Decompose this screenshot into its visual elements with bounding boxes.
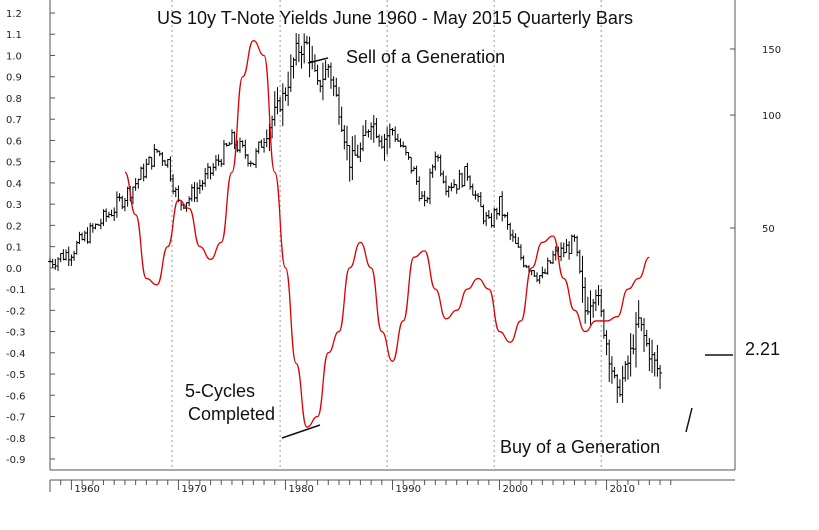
x-axis-ticks: 1960 1970 1980 1990 2000 2010 xyxy=(49,480,672,495)
left-tick-label: 0.6 xyxy=(6,136,22,147)
left-tick-label: 0.3 xyxy=(6,200,22,211)
right-tick-label: 150 xyxy=(762,45,781,56)
left-tick-label: -0.2 xyxy=(6,306,26,317)
left-tick-label: 0.0 xyxy=(6,264,22,275)
left-tick-label: 0.7 xyxy=(6,115,22,126)
x-tick-label: 1990 xyxy=(396,484,421,495)
x-tick-label: 1970 xyxy=(181,484,206,495)
left-tick-label: 0.9 xyxy=(6,73,22,84)
cycle-series xyxy=(124,39,650,428)
left-tick-label: 0.8 xyxy=(6,94,22,105)
left-tick-label: -0.9 xyxy=(6,455,26,466)
left-tick-label: 0.5 xyxy=(6,158,22,169)
left-tick-label: 0.2 xyxy=(6,221,22,232)
chart-title: US 10y T-Note Yields June 1960 - May 201… xyxy=(157,8,633,28)
left-tick-label: 0.4 xyxy=(6,179,22,190)
left-tick-label: 1.2 xyxy=(6,9,22,20)
x-tick-label: 1960 xyxy=(74,484,99,495)
x-tick-label: 2010 xyxy=(610,484,635,495)
left-tick-label: -0.6 xyxy=(6,391,26,402)
left-tick-label: -0.5 xyxy=(6,370,26,381)
left-tick-label: -0.7 xyxy=(6,413,26,424)
left-tick-label: -0.3 xyxy=(6,328,26,339)
annotation-cycles-line2: Completed xyxy=(188,404,275,424)
annotation-sell-pointer xyxy=(307,57,329,64)
annotation-buy: Buy of a Generation xyxy=(500,437,660,457)
right-axis-ticks: 150 100 50 xyxy=(730,45,781,235)
left-tick-label: 1.0 xyxy=(6,51,22,62)
annotation-sell: Sell of a Generation xyxy=(346,47,505,67)
right-tick-label: 50 xyxy=(762,224,775,235)
annotations: Sell of a Generation 5-Cycles Completed … xyxy=(185,47,780,457)
annotation-cycles-pointer xyxy=(281,424,321,439)
right-tick-label: 100 xyxy=(762,111,781,122)
left-tick-label: -0.1 xyxy=(6,285,26,296)
left-tick-label: 1.1 xyxy=(6,30,22,41)
left-tick-label: -0.4 xyxy=(6,349,26,360)
bars-series xyxy=(48,33,663,404)
last-value-label: 2.21 xyxy=(745,339,780,359)
x-tick-label: 1980 xyxy=(288,484,313,495)
left-tick-label: 0.1 xyxy=(6,243,22,254)
x-tick-label: 2000 xyxy=(503,484,528,495)
left-axis-ticks: 1.2 1.1 1.0 0.9 0.8 0.7 0.6 0.5 0.4 0.3 0.2 0.1 0.0 -… xyxy=(6,9,55,466)
annotation-buy-pointer xyxy=(685,407,693,433)
left-tick-label: -0.8 xyxy=(6,434,26,445)
cycle-line xyxy=(124,39,650,428)
annotation-cycles-line1: 5-Cycles xyxy=(185,381,255,401)
